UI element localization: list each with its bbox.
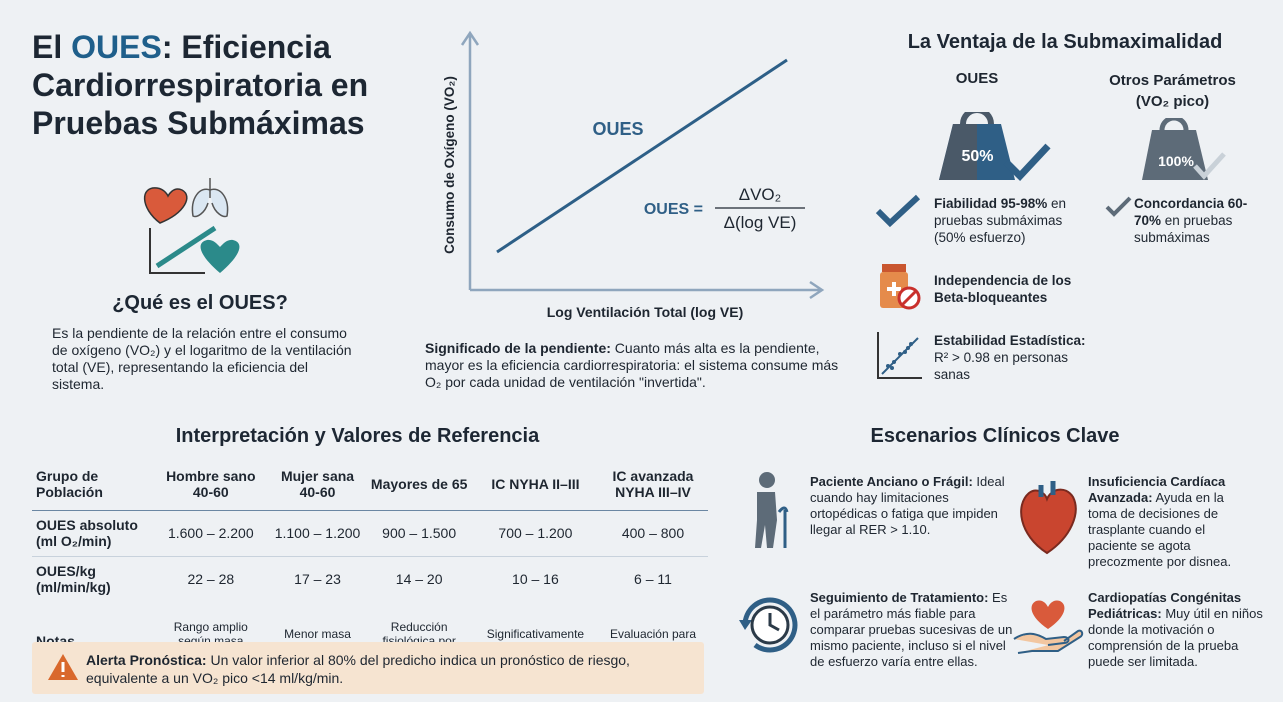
scenario-item: Cardiopatías Congénitas Pediátricas: Muy… <box>1088 590 1273 670</box>
advantage-item: Fiabilidad 95-98% en pruebas submáximas … <box>934 195 1084 246</box>
header-cell: Hombre sano 40-60 <box>152 458 270 511</box>
advantage-title: La Ventaja de la Submaximalidad <box>907 31 1223 53</box>
definition-heading: ¿Qué es el OUES? <box>112 292 288 314</box>
check-icon <box>1003 143 1051 182</box>
formula-denominator: Δ(log VE) <box>724 213 797 232</box>
slope-note: Significado de la pendiente: Cuanto más … <box>425 340 845 391</box>
table-cell: 10 – 16 <box>512 571 559 588</box>
table-cell: 1.100 – 1.200 <box>274 525 361 541</box>
scenario-text: Muy útil en niños donde la motivación o … <box>1088 606 1263 669</box>
title-highlight: OUES <box>71 29 162 65</box>
item-text: en pruebas submáximas (50% esfuerzo) <box>934 196 1067 245</box>
weight-icon <box>939 112 1015 180</box>
scenario-text: Ayuda en la toma de decisiones de traspl… <box>1088 490 1232 569</box>
header-cell: Grupo de Población <box>32 458 152 511</box>
alert-box: Alerta Pronóstica: Un valor inferior al … <box>32 642 704 694</box>
item-bold: Estabilidad Estadística: <box>934 333 1086 348</box>
scenario-text: Ideal cuando hay limitaciones ortopédica… <box>810 474 1005 537</box>
scenario-bold: Insuficiencia Cardíaca Avanzada: <box>1088 474 1226 505</box>
advantage-item: Independencia de los Beta-bloqueantes <box>934 272 1094 306</box>
scenario-item: Insuficiencia Cardíaca Avanzada: Ayuda e… <box>1088 474 1248 570</box>
table-cell: 400 – 800 <box>621 525 685 541</box>
item-bold: Fiabilidad 95-98% <box>934 196 1048 211</box>
table-cell: 700 – 1.200 <box>498 525 573 541</box>
title-text: : Eficiencia Cardiorrespiratoria en Prue… <box>32 29 369 141</box>
formula-lhs: OUES = <box>644 201 703 218</box>
slope-note-text: Cuanto más alta es la pendiente, mayor e… <box>425 340 839 390</box>
advantage-item: Estabilidad Estadística: R² > 0.98 en pe… <box>934 332 1094 383</box>
table-cell: 14 – 20 <box>395 571 443 588</box>
y-axis <box>460 30 480 290</box>
item-bold: Independencia <box>934 273 1029 288</box>
slope-note-bold: Significado de la pendiente: <box>425 340 611 356</box>
page-title: El OUES: Eficiencia Cardiorrespiratoria … <box>32 28 412 142</box>
oues-graph: Consumo de Oxígeno (VO₂) Log Ventilación… <box>442 30 825 320</box>
x-axis-label: Log Ventilación Total (log VE) <box>547 304 744 320</box>
definition-icons <box>143 178 240 274</box>
check-icon <box>875 194 921 228</box>
scenario-bold: Cardiopatías Congénitas Pediátricas: <box>1088 590 1242 621</box>
clock-icon <box>739 597 798 653</box>
medicine-icon <box>880 264 921 310</box>
table-cell: 6 – 11 <box>634 571 672 588</box>
line-label: OUES <box>592 119 643 139</box>
column-heading: OUES <box>955 70 999 87</box>
x-axis <box>470 280 825 300</box>
scatter-icon <box>877 332 922 379</box>
table-cell: 17 – 23 <box>294 571 341 588</box>
header-cell: Mujer sana 40-60 <box>269 458 366 511</box>
definition-text: Es la pendiente de la relación entre el … <box>52 325 352 392</box>
check-icon <box>1105 196 1132 217</box>
warning-icon <box>48 654 78 680</box>
item-text: R² > 0.98 en personas sanas <box>934 350 1068 382</box>
table-cell: 900 – 1.500 <box>382 525 457 541</box>
table-cell: 1.600 – 2.200 <box>167 525 254 541</box>
heart-icon <box>1020 481 1077 555</box>
scenario-item: Seguimiento de Tratamiento: Es el paráme… <box>810 590 1015 670</box>
elderly-icon <box>755 472 789 548</box>
formula-numerator: ΔVO₂ <box>739 185 782 204</box>
table-title: Interpretación y Valores de Referencia <box>175 425 540 447</box>
header-cell: IC NYHA II–III <box>472 458 598 511</box>
y-axis-label: Consumo de Oxígeno (VO₂) <box>442 76 457 254</box>
table-row: OUES absoluto (ml O₂/min) 1.600 – 2.200 1.… <box>32 510 708 556</box>
table-cell: 22 – 28 <box>187 571 235 588</box>
table-cell: OUES/kg (ml/min/kg) <box>36 563 111 596</box>
scenario-text: Es el parámetro más fiable para comparar… <box>810 590 1013 669</box>
badge: 100% <box>1158 153 1194 169</box>
hand-heart-icon <box>1013 600 1084 654</box>
header-cell: Mayores de 65 <box>365 458 473 511</box>
header-cell: IC avanzada NYHA III–IV <box>597 458 708 511</box>
table-cell: OUES absoluto (ml O₂/min) <box>36 517 138 549</box>
title-text: El <box>32 29 72 65</box>
item-text: de los Beta-bloqueantes <box>934 273 1072 305</box>
scenario-bold: Seguimiento de Tratamiento: <box>810 590 989 605</box>
oues-line <box>496 58 788 254</box>
item-bold: Concordancia 60-70% <box>1134 196 1248 228</box>
scenarios-title: Escenarios Clínicos Clave <box>870 425 1120 447</box>
alert-body: Un valor inferior al 80% del predicho in… <box>86 652 630 686</box>
scenario-bold: Paciente Anciano o Frágil: <box>810 474 973 489</box>
advantage-item: Concordancia 60-70% en pruebas submáxima… <box>1134 195 1264 246</box>
item-text: en pruebas submáximas <box>1134 213 1233 245</box>
badge: 50% <box>961 148 994 165</box>
column-heading: Otros Parámetros (VO₂ pico) <box>1109 72 1236 110</box>
alert-bold: Alerta Pronóstica: <box>86 652 207 668</box>
header-row: Grupo de Población Hombre sano 40-60 Mujer… <box>32 458 708 511</box>
alert-text: Alerta Pronóstica: Un valor inferior al … <box>86 651 696 687</box>
scenario-item: Paciente Anciano o Frágil: Ideal cuando … <box>810 474 1005 538</box>
table-row: OUES/kg (ml/min/kg) 22 – 28 17 – 23 14 – 20… <box>32 556 708 602</box>
weight-icon <box>1142 118 1226 180</box>
